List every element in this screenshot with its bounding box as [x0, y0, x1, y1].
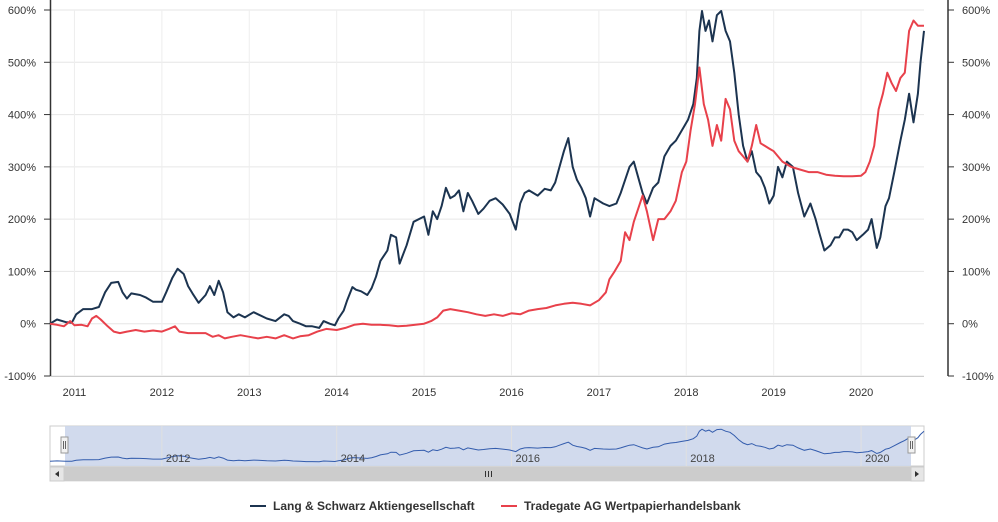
scrollbar-left-arrow-button[interactable]: [49, 466, 65, 482]
navigator-year-label: 2012: [166, 453, 190, 465]
y-tick-label-left: 0%: [20, 319, 36, 331]
y-axis-right-ticks: -100% 0% 100% 200% 300% 400% 500% 600%: [948, 5, 994, 383]
x-tick-label: 2013: [237, 387, 261, 399]
grid-lines: [50, 9, 924, 377]
navigator-year-label: 2014: [341, 453, 365, 465]
range-navigator[interactable]: 2012 2014 2016 2018 2020: [49, 425, 925, 467]
navigator-year-label: 2016: [515, 453, 539, 465]
y-tick-label-left: -100%: [4, 371, 36, 383]
y-tick-label-right: 200%: [962, 214, 990, 226]
x-tick-label: 2019: [761, 387, 785, 399]
legend-item-tradegate[interactable]: Tradegate AG Wertpapierhandelsbank: [501, 499, 741, 513]
navigator-series-line: [49, 428, 925, 463]
y-tick-label-left: 600%: [8, 5, 36, 17]
navigator-handle-left[interactable]: [60, 436, 69, 454]
y-axis-left-ticks: -100% 0% 100% 200% 300% 400% 500% 600%: [4, 5, 50, 383]
y-tick-label-left: 400%: [8, 110, 36, 122]
series-line-lang-schwarz: [49, 10, 925, 329]
y-tick-label-right: 600%: [962, 5, 990, 17]
legend-item-lang-schwarz[interactable]: Lang & Schwarz Aktiengesellschaft: [250, 499, 475, 513]
x-tick-label: 2016: [499, 387, 523, 399]
legend-label: Lang & Schwarz Aktiengesellschaft: [273, 499, 475, 513]
x-axis-ticks: 2011 2012 2013 2014 2015 2016 2017 2018 2019 2020: [63, 387, 874, 399]
navigator-year-label: 2020: [865, 453, 889, 465]
x-tick-label: 2011: [63, 387, 87, 399]
y-tick-label-left: 200%: [8, 214, 36, 226]
x-tick-label: 2014: [324, 387, 348, 399]
y-tick-label-left: 500%: [8, 57, 36, 69]
y-tick-label-right: 100%: [962, 266, 990, 278]
x-tick-label: 2017: [587, 387, 611, 399]
chevron-right-icon: [915, 471, 919, 477]
navigator-year-label: 2018: [690, 453, 714, 465]
legend-label: Tradegate AG Wertpapierhandelsbank: [524, 499, 741, 513]
y-tick-label-right: -100%: [962, 371, 994, 383]
y-tick-label-right: 300%: [962, 162, 990, 174]
y-tick-label-right: 400%: [962, 110, 990, 122]
y-tick-label-left: 300%: [8, 162, 36, 174]
navigator-series: [49, 428, 925, 463]
y-tick-label-right: 500%: [962, 57, 990, 69]
scrollbar-right-arrow-button[interactable]: [910, 466, 925, 482]
y-tick-label-left: 100%: [8, 266, 36, 278]
x-tick-label: 2012: [150, 387, 174, 399]
navigator-handle-right[interactable]: [907, 436, 916, 454]
navigator-labels: 2012 2014 2016 2018 2020: [166, 453, 890, 465]
chevron-left-icon: [55, 471, 59, 477]
navigator-selection[interactable]: [65, 426, 911, 466]
scrollbar-grip-icon: [485, 471, 492, 477]
axes: [49, 0, 949, 377]
scrollbar[interactable]: [49, 466, 925, 482]
plot-area: [49, 10, 925, 340]
series-line-tradegate: [49, 19, 924, 340]
x-tick-label: 2018: [674, 387, 698, 399]
y-tick-label-right: 0%: [962, 319, 978, 331]
legend: Lang & Schwarz Aktiengesellschaft Tradeg…: [250, 499, 741, 513]
x-tick-label: 2015: [412, 387, 436, 399]
x-tick-label: 2020: [849, 387, 873, 399]
